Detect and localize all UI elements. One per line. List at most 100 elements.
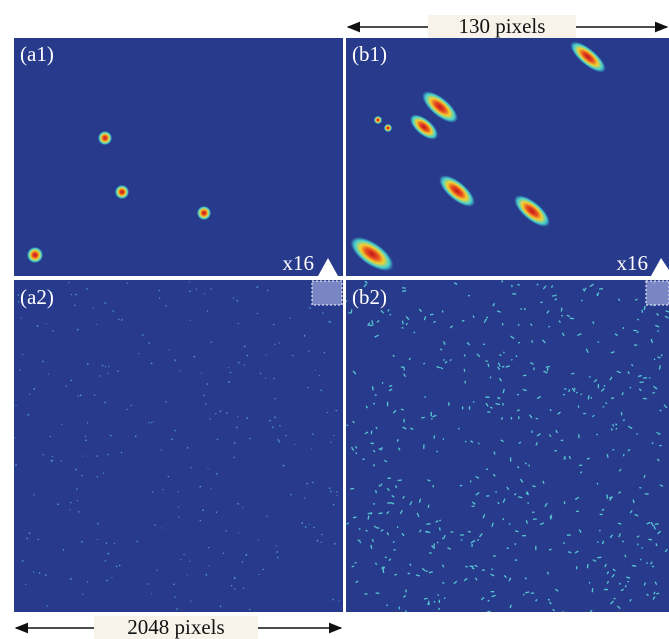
noise-dot	[166, 401, 167, 402]
noise-dot	[499, 398, 500, 399]
noise-dot	[518, 416, 519, 419]
noise-dot	[34, 494, 35, 495]
noise-dot	[612, 449, 614, 450]
noise-dot	[351, 309, 352, 313]
noise-dot	[336, 410, 337, 411]
noise-dot	[292, 355, 293, 356]
noise-dot	[657, 432, 659, 433]
noise-dot	[507, 548, 509, 549]
noise-dot	[511, 360, 512, 361]
noise-dot	[597, 434, 598, 435]
noise-dot	[237, 427, 238, 428]
noise-dot	[543, 481, 544, 484]
noise-dot	[37, 325, 38, 327]
panel-label: (a1)	[20, 42, 54, 66]
noise-dot	[434, 601, 435, 602]
noise-dot	[450, 532, 453, 533]
noise-dot	[408, 573, 410, 574]
noise-dot	[70, 578, 71, 579]
noise-dot	[74, 305, 75, 306]
noise-dot	[243, 507, 244, 508]
panel-a2	[14, 280, 343, 612]
panel-label: (a2)	[20, 285, 54, 309]
noise-dot	[642, 547, 643, 548]
panel-a1	[14, 38, 343, 276]
noise-dot	[61, 460, 62, 461]
noise-dot	[579, 465, 582, 466]
noise-dot	[402, 291, 406, 292]
noise-dot	[444, 598, 445, 599]
noise-dot	[317, 540, 318, 542]
noise-dot	[425, 396, 426, 398]
noise-dot	[157, 570, 158, 571]
noise-dot	[368, 515, 369, 519]
noise-dot	[108, 553, 109, 554]
figure: 130 pixels (a1) (b1) (a2) (b2) x16 x16 2…	[0, 0, 669, 639]
panel-label: (b1)	[352, 42, 387, 66]
noise-dot	[450, 360, 452, 361]
noise-dot	[644, 475, 645, 478]
width-label: 2048 pixels	[127, 615, 224, 639]
noise-dot	[618, 523, 621, 524]
noise-dot	[247, 355, 248, 356]
noise-dot	[371, 545, 372, 549]
noise-dot	[385, 557, 387, 558]
noise-dot	[280, 425, 281, 426]
noise-dot	[597, 483, 598, 485]
noise-dot	[234, 442, 235, 444]
noise-dot	[597, 294, 598, 296]
noise-dot	[423, 363, 425, 364]
noise-dot	[116, 566, 117, 567]
noise-dot	[396, 485, 397, 488]
noise-dot	[465, 566, 467, 567]
noise-dot	[356, 446, 357, 448]
noise-dot	[76, 469, 77, 470]
noise-dot	[393, 541, 395, 542]
noise-dot	[304, 335, 305, 337]
noise-dot	[518, 324, 519, 326]
noise-dot	[429, 572, 433, 573]
noise-dot	[494, 452, 495, 455]
noise-dot	[568, 552, 571, 553]
noise-dot	[414, 332, 415, 333]
noise-dot	[437, 542, 438, 543]
noise-dot	[593, 321, 594, 323]
noise-dot	[646, 562, 647, 563]
noise-dot	[176, 609, 177, 610]
noise-dot	[29, 533, 30, 534]
noise-dot	[437, 451, 438, 452]
noise-dot	[390, 314, 391, 315]
noise-dot	[249, 438, 250, 439]
noise-dot	[220, 606, 221, 607]
noise-dot	[257, 287, 259, 288]
noise-dot	[278, 557, 279, 558]
noise-dot	[488, 364, 489, 367]
noise-dot	[274, 378, 275, 379]
noise-dot	[75, 294, 76, 295]
noise-dot	[131, 405, 132, 406]
noise-dot	[589, 376, 590, 377]
noise-dot	[496, 404, 500, 405]
noise-dot	[438, 594, 439, 595]
noise-dot	[587, 458, 590, 459]
width-label: 130 pixels	[459, 14, 546, 38]
noise-dot	[376, 490, 377, 493]
panel-label: (b2)	[352, 285, 387, 309]
noise-dot	[439, 520, 441, 521]
noise-dot	[152, 492, 153, 493]
noise-dot	[260, 373, 261, 374]
noise-dot	[548, 599, 550, 600]
noise-dot	[389, 386, 392, 387]
noise-dot	[656, 593, 659, 594]
noise-dot	[428, 505, 429, 508]
noise-dot	[19, 370, 20, 371]
noise-dot	[503, 518, 504, 520]
noise-dot	[39, 572, 40, 573]
noise-dot	[356, 452, 357, 454]
noise-dot	[660, 410, 662, 411]
noise-dot	[597, 557, 601, 558]
noise-dot	[537, 284, 538, 285]
noise-dot	[581, 300, 582, 301]
noise-dot	[637, 319, 639, 320]
noise-dot	[564, 389, 566, 390]
